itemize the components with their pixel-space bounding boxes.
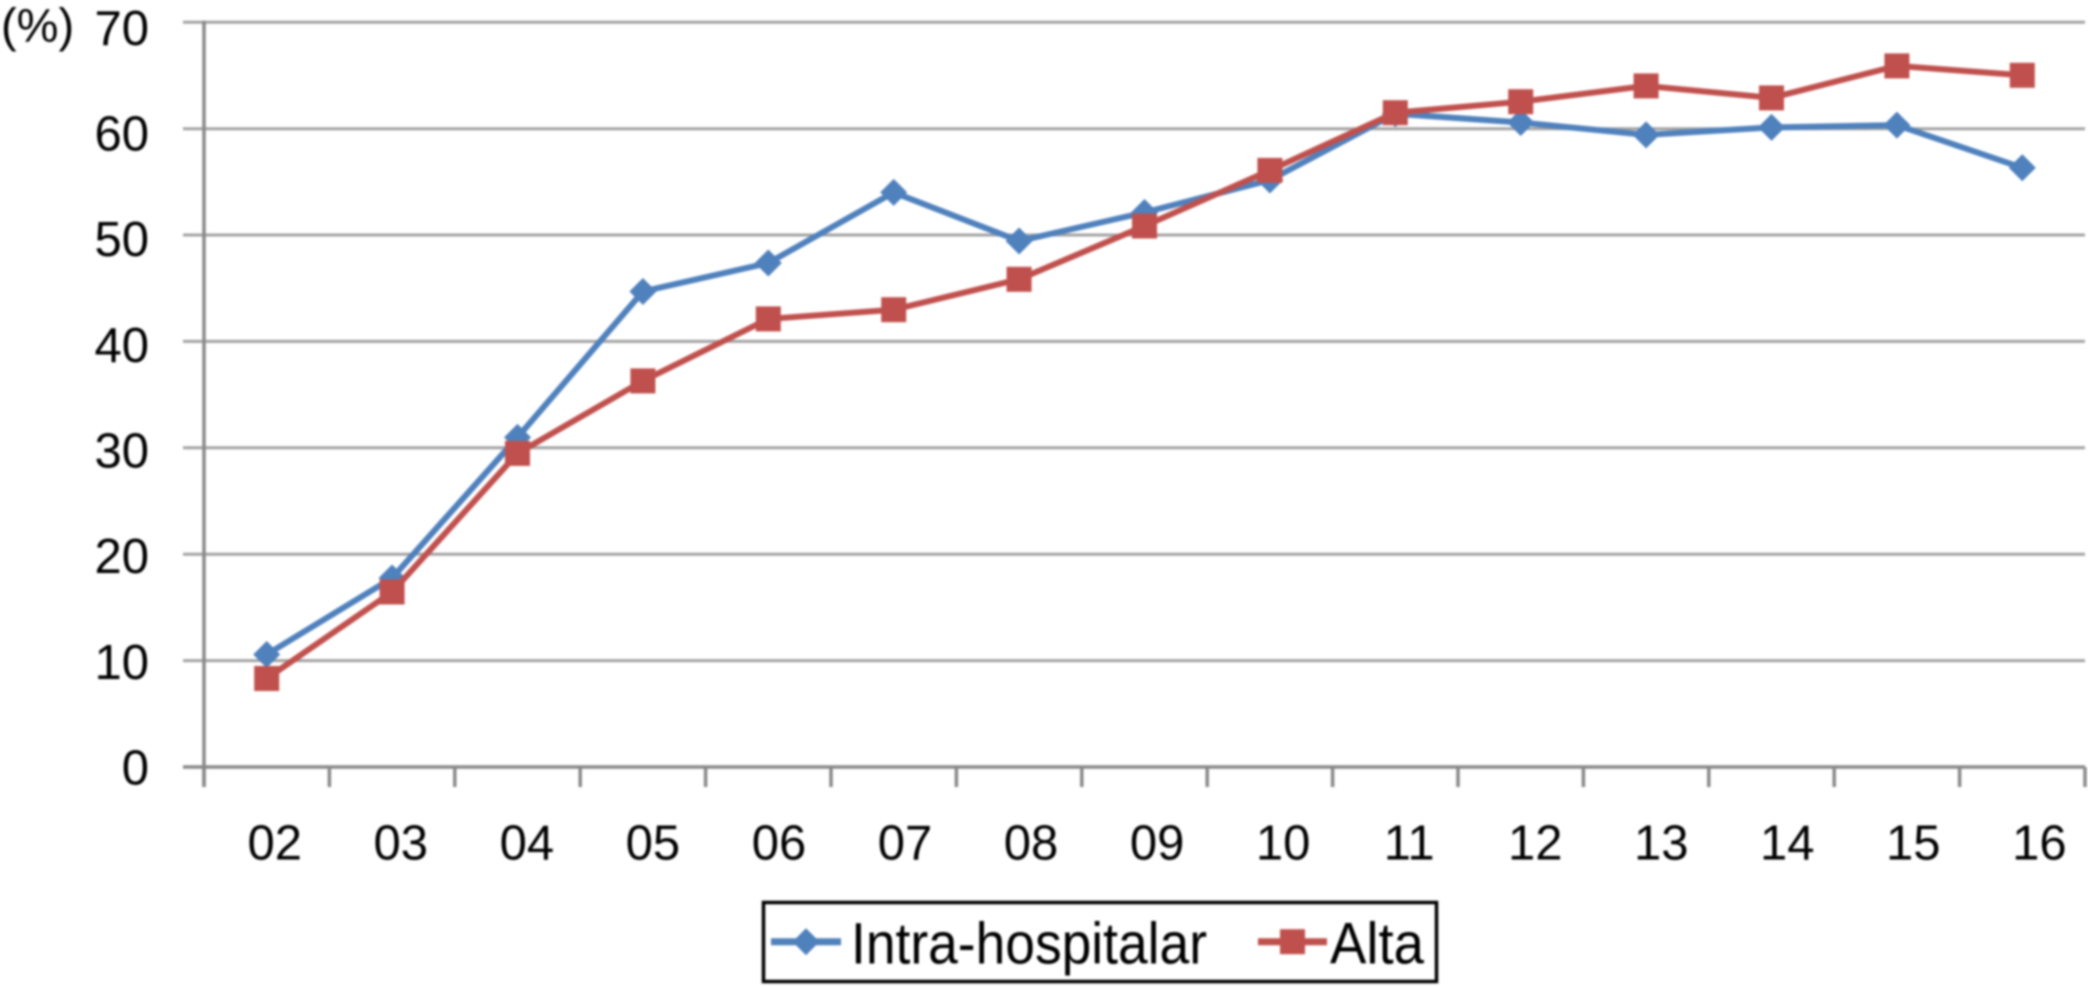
svg-text:70: 70 <box>94 2 149 56</box>
svg-text:08: 08 <box>1004 817 1059 871</box>
svg-text:40: 40 <box>94 319 149 373</box>
svg-text:Alta: Alta <box>1330 912 1425 977</box>
svg-text:03: 03 <box>374 817 429 871</box>
svg-text:0: 0 <box>122 742 149 796</box>
svg-text:12: 12 <box>1508 817 1563 871</box>
svg-text:16: 16 <box>2012 817 2067 871</box>
svg-text:Intra-hospitalar: Intra-hospitalar <box>851 912 1207 977</box>
svg-text:02: 02 <box>248 817 303 871</box>
svg-text:15: 15 <box>1886 817 1941 871</box>
svg-text:06: 06 <box>752 817 807 871</box>
svg-text:10: 10 <box>94 636 149 690</box>
svg-text:(%): (%) <box>1 0 74 52</box>
svg-text:50: 50 <box>94 213 149 267</box>
svg-text:14: 14 <box>1760 817 1815 871</box>
svg-text:60: 60 <box>94 108 149 162</box>
svg-text:07: 07 <box>878 817 933 871</box>
svg-text:20: 20 <box>94 530 149 584</box>
svg-text:30: 30 <box>94 425 149 479</box>
svg-text:13: 13 <box>1634 817 1689 871</box>
svg-text:10: 10 <box>1256 817 1311 871</box>
svg-text:11: 11 <box>1384 817 1435 871</box>
svg-text:05: 05 <box>626 817 681 871</box>
svg-text:09: 09 <box>1130 817 1185 871</box>
svg-text:04: 04 <box>500 817 555 871</box>
